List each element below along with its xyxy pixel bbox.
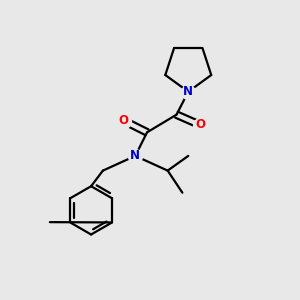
- Text: N: N: [130, 149, 140, 162]
- Text: O: O: [118, 114, 128, 127]
- Text: N: N: [183, 85, 193, 98]
- Text: O: O: [195, 118, 205, 131]
